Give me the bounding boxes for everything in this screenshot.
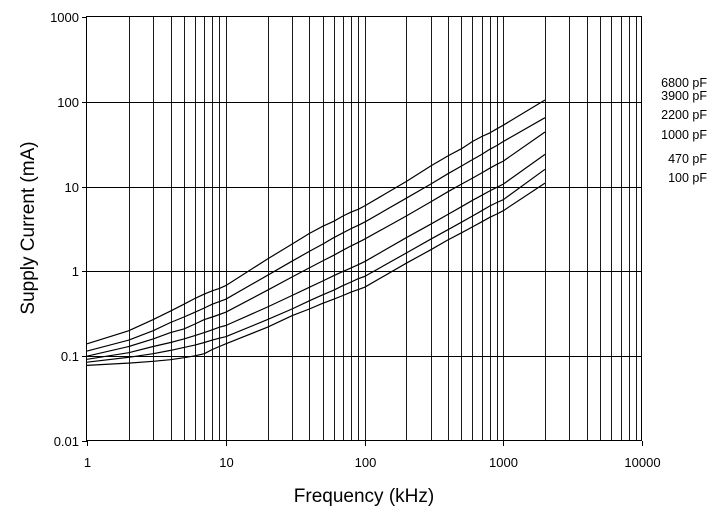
data-series: [87, 100, 545, 365]
series-label-3: 1000 pF: [661, 128, 707, 142]
tick-labels: 0.01 0.1 1 10 100 1000 1 10 100 1000 10000: [50, 10, 661, 470]
y-axis-title: Supply Current (mA): [18, 141, 39, 314]
series-line-3: [87, 154, 545, 359]
plot-frame: [87, 17, 642, 441]
y-tick-label: 0.1: [61, 349, 79, 364]
y-tick-label: 1: [72, 264, 79, 279]
y-tick-label: 10: [65, 180, 79, 195]
series-label-2: 2200 pF: [661, 108, 707, 122]
series-line-2: [87, 132, 545, 356]
x-tick-label: 1: [84, 455, 91, 470]
x-tick-label: 10: [219, 455, 233, 470]
x-tick-label: 100: [355, 455, 377, 470]
series-label-5: 100 pF: [668, 171, 707, 185]
y-tick-label: 100: [57, 95, 79, 110]
series-line-0: [87, 100, 545, 344]
y-tick-label: 0.01: [54, 434, 79, 449]
x-tick-label: 1000: [489, 455, 518, 470]
x-tick-label: 10000: [624, 455, 660, 470]
series-label-0: 6800 pF: [661, 76, 707, 90]
series-line-1: [87, 118, 545, 351]
series-label-4: 470 pF: [668, 152, 707, 166]
series-label-1: 3900 pF: [661, 89, 707, 103]
y-tick-label: 1000: [50, 10, 79, 25]
grid-lines: [87, 17, 642, 441]
x-axis-title: Frequency (kHz): [294, 486, 434, 507]
